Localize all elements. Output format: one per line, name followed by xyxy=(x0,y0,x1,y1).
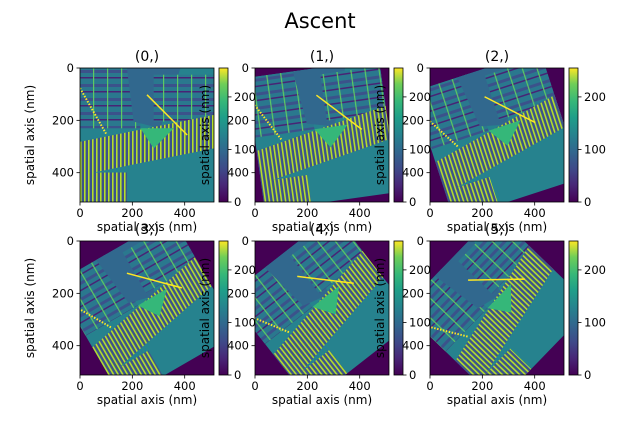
colorbar xyxy=(568,240,579,376)
heatmap-image xyxy=(255,68,389,202)
colorbar-tick-label: 0 xyxy=(234,368,241,382)
colorbar-tick-label: 200 xyxy=(409,90,431,104)
colorbar-tick-label: 200 xyxy=(234,263,256,277)
y-axis-label: spatial axis (nm) xyxy=(198,85,212,185)
x-tick-label: 400 xyxy=(524,206,546,220)
x-tick-label: 200 xyxy=(471,206,493,220)
heatmap-image xyxy=(255,241,389,375)
axes-frame xyxy=(79,240,215,376)
subplot-title: (2,) xyxy=(485,49,509,65)
x-axis-label: spatial axis (nm) xyxy=(272,393,372,407)
colorbar-tick-label: 0 xyxy=(409,368,416,382)
axes-frame xyxy=(79,67,215,203)
y-tick-label: 200 xyxy=(227,286,249,300)
y-tick-label: 0 xyxy=(67,234,74,248)
y-tick-label: 400 xyxy=(52,339,74,353)
x-tick-label: 200 xyxy=(296,379,318,393)
y-tick-label: 200 xyxy=(402,113,424,127)
colorbar-tick-label: 200 xyxy=(234,90,256,104)
colorbar-tick-label: 200 xyxy=(584,263,606,277)
x-tick-label: 0 xyxy=(76,206,83,220)
axes-frame xyxy=(254,67,390,203)
axes-frame xyxy=(429,240,565,376)
colorbar-tick-label: 100 xyxy=(409,315,431,329)
colorbar xyxy=(393,240,404,376)
axes-frame xyxy=(254,240,390,376)
y-tick-label: 400 xyxy=(402,339,424,353)
y-tick-label: 400 xyxy=(227,166,249,180)
x-tick-label: 200 xyxy=(296,206,318,220)
colorbar-tick-label: 100 xyxy=(409,142,431,156)
y-tick-label: 400 xyxy=(402,166,424,180)
colorbar xyxy=(393,67,404,203)
y-tick-label: 0 xyxy=(417,234,424,248)
colorbar xyxy=(218,240,229,376)
x-tick-label: 400 xyxy=(524,379,546,393)
y-tick-label: 0 xyxy=(242,61,249,75)
colorbar-tick-label: 0 xyxy=(584,195,591,209)
x-tick-label: 0 xyxy=(426,206,433,220)
colorbar xyxy=(568,67,579,203)
figure-suptitle: Ascent xyxy=(284,9,355,33)
x-tick-label: 0 xyxy=(251,379,258,393)
colorbar-tick-label: 200 xyxy=(409,263,431,277)
y-tick-label: 400 xyxy=(227,339,249,353)
y-axis-label: spatial axis (nm) xyxy=(198,258,212,358)
subplot-title: (5,) xyxy=(485,222,509,238)
subplot-title: (0,) xyxy=(135,49,159,65)
y-tick-label: 0 xyxy=(67,61,74,75)
heatmap-image xyxy=(430,241,564,375)
x-tick-label: 200 xyxy=(121,206,143,220)
x-tick-label: 400 xyxy=(349,379,371,393)
x-axis-label: spatial axis (nm) xyxy=(97,393,197,407)
x-tick-label: 400 xyxy=(174,379,196,393)
y-axis-label: spatial axis (nm) xyxy=(23,85,37,185)
y-tick-label: 200 xyxy=(402,286,424,300)
x-tick-label: 200 xyxy=(471,379,493,393)
colorbar xyxy=(218,67,229,203)
y-axis-label: spatial axis (nm) xyxy=(373,258,387,358)
y-axis-label: spatial axis (nm) xyxy=(23,258,37,358)
colorbar-tick-label: 0 xyxy=(584,368,591,382)
subplot-title: (4,) xyxy=(310,222,334,238)
subplot-title: (1,) xyxy=(310,49,334,65)
y-tick-label: 200 xyxy=(52,286,74,300)
y-tick-label: 200 xyxy=(227,113,249,127)
x-tick-label: 0 xyxy=(76,379,83,393)
colorbar-tick-label: 200 xyxy=(584,90,606,104)
x-tick-label: 0 xyxy=(251,206,258,220)
y-tick-label: 0 xyxy=(242,234,249,248)
y-tick-label: 200 xyxy=(52,113,74,127)
x-tick-label: 400 xyxy=(349,206,371,220)
y-tick-label: 0 xyxy=(417,61,424,75)
x-axis-label: spatial axis (nm) xyxy=(447,220,547,234)
colorbar-tick-label: 0 xyxy=(409,195,416,209)
colorbar-tick-label: 100 xyxy=(584,142,606,156)
colorbar-tick-label: 100 xyxy=(234,315,256,329)
x-tick-label: 400 xyxy=(174,206,196,220)
y-tick-label: 400 xyxy=(52,166,74,180)
colorbar-tick-label: 0 xyxy=(234,195,241,209)
heatmap-image xyxy=(430,68,564,202)
heatmap-image xyxy=(80,68,214,202)
x-tick-label: 200 xyxy=(121,379,143,393)
x-axis-label: spatial axis (nm) xyxy=(272,220,372,234)
x-axis-label: spatial axis (nm) xyxy=(447,393,547,407)
heatmap-image xyxy=(80,241,214,375)
y-axis-label: spatial axis (nm) xyxy=(373,85,387,185)
colorbar-tick-label: 100 xyxy=(234,142,256,156)
axes-frame xyxy=(429,67,565,203)
subplot-title: (3,) xyxy=(135,222,159,238)
x-axis-label: spatial axis (nm) xyxy=(97,220,197,234)
x-tick-label: 0 xyxy=(426,379,433,393)
colorbar-tick-label: 100 xyxy=(584,315,606,329)
